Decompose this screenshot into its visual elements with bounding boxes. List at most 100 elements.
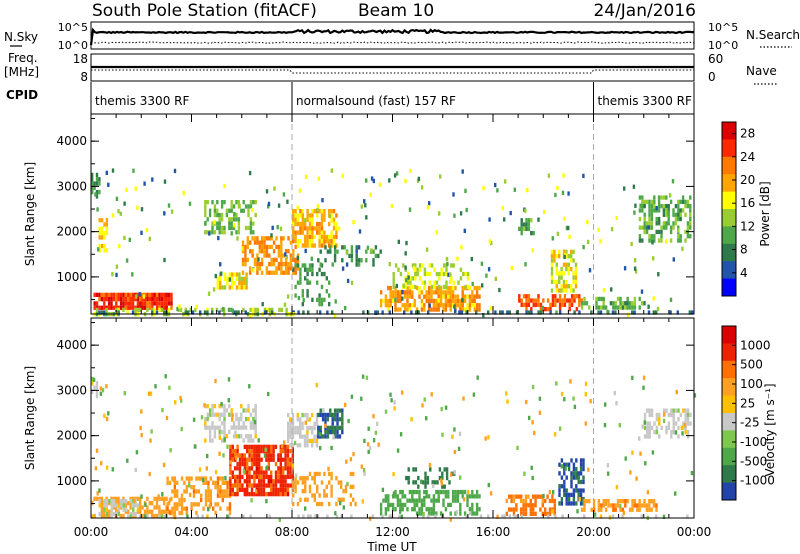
echo-cell (670, 434, 673, 439)
echo-cell (643, 204, 646, 209)
echo-cell (238, 281, 241, 286)
echo-cell (510, 507, 513, 512)
echo-cell (553, 503, 556, 508)
echo-cell (558, 471, 561, 476)
echo-cell (449, 307, 452, 312)
echo-cell (423, 502, 426, 508)
echo-cell (126, 310, 129, 315)
echo-cell (592, 499, 596, 504)
echo-cell (246, 487, 249, 492)
echo-cell (263, 253, 266, 258)
echo-cell (396, 298, 400, 304)
echo-cell (515, 507, 518, 512)
echo-cell (234, 483, 237, 488)
echo-cell (265, 249, 269, 254)
echo-cell (401, 303, 404, 308)
echo-cell (308, 280, 312, 285)
echo-cell (304, 497, 307, 502)
echo-cell (249, 425, 253, 430)
echo-cell (558, 275, 561, 280)
echo-cell (570, 484, 573, 489)
echo-cell (228, 217, 231, 222)
echo-cell (553, 279, 556, 285)
echo-cell (286, 474, 290, 480)
echo-cell (402, 263, 405, 268)
echo-cell (539, 310, 543, 315)
echo-cell (487, 514, 490, 519)
echo-cell (657, 216, 661, 222)
echo-cell (681, 199, 685, 204)
x-tick-label: 04:00 (174, 525, 209, 539)
echo-cell (228, 506, 232, 511)
echo-cell (670, 430, 673, 435)
x-tick-label: 00:00 (677, 525, 712, 539)
echo-cell (246, 257, 249, 262)
echo-cell (213, 212, 217, 218)
freq-left-tick-bottom: 8 (80, 70, 88, 84)
echo-cell (437, 489, 440, 495)
echo-cell (227, 398, 230, 403)
echo-cell (572, 466, 576, 472)
echo-cell (398, 514, 401, 519)
echo-cell (408, 290, 412, 295)
echo-cell (556, 185, 559, 191)
echo-cell (635, 476, 638, 481)
echo-cell (299, 226, 302, 231)
echo-cell (411, 290, 414, 295)
echo-cell (304, 174, 308, 179)
echo-cell (289, 266, 293, 271)
echo-cell (568, 234, 571, 239)
echo-cell (306, 239, 309, 244)
echo-cell (255, 470, 258, 475)
echo-cell (329, 412, 332, 418)
echo-cell (454, 294, 457, 299)
echo-cell (456, 256, 459, 261)
echo-cell (391, 502, 395, 508)
echo-cell (689, 412, 692, 418)
echo-cell (578, 294, 581, 299)
echo-cell (447, 502, 450, 508)
echo-cell (250, 487, 254, 492)
echo-cell (684, 412, 687, 418)
echo-cell (409, 284, 412, 290)
echo-cell (403, 307, 407, 312)
echo-cell (98, 243, 101, 249)
echo-cell (265, 457, 268, 462)
echo-cell (303, 218, 307, 223)
echo-cell (237, 221, 241, 226)
echo-cell (439, 290, 443, 295)
echo-cell (599, 514, 603, 519)
echo-cell (616, 296, 620, 302)
echo-cell (299, 230, 302, 235)
echo-cell (100, 235, 104, 240)
echo-cell (229, 457, 232, 462)
echo-cell (686, 234, 690, 239)
echo-cell (296, 280, 300, 285)
echo-cell (252, 421, 255, 426)
echo-cell (270, 470, 273, 475)
echo-cell (171, 510, 174, 516)
echo-cell (341, 417, 344, 422)
echo-cell (263, 240, 266, 245)
echo-cell (526, 188, 529, 193)
echo-cell (650, 408, 654, 413)
echo-cell (124, 292, 128, 297)
echo-cell (255, 461, 258, 467)
echo-cell (567, 284, 570, 289)
echo-cell (648, 234, 651, 239)
echo-cell (246, 457, 249, 462)
echo-cell (608, 515, 612, 520)
echo-cell (394, 294, 397, 299)
echo-cell (532, 231, 535, 236)
echo-cell (254, 425, 257, 430)
echo-cell (333, 408, 337, 413)
echo-cell (413, 298, 416, 304)
echo-cell (335, 501, 338, 507)
echo-cell (424, 480, 427, 485)
echo-cell (487, 482, 490, 488)
echo-cell (631, 499, 634, 504)
echo-cell (631, 305, 634, 310)
echo-cell (665, 221, 668, 226)
echo-cell (303, 438, 307, 444)
echo-cell (653, 195, 656, 200)
